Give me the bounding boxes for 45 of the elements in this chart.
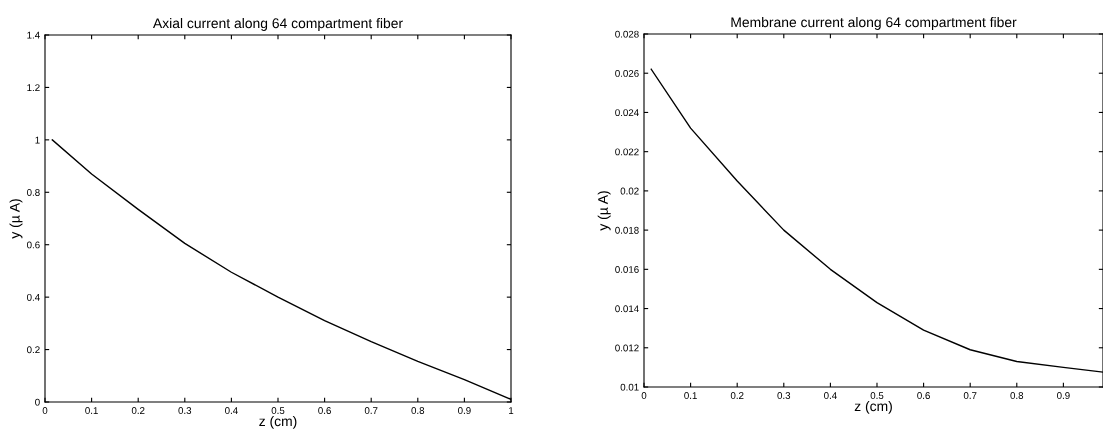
y-tick-label: 0.4 [27,293,40,301]
x-tick-label: 0.7 [963,392,977,399]
x-tick-label: 1 [509,407,514,414]
y-axis-title: y (µ A) [597,191,611,231]
y-tick-label: 1.4 [27,31,40,39]
y-tick-label: 0.014 [615,305,639,313]
x-tick-label: 0.5 [870,392,884,399]
x-tick-label: 0.9 [1057,392,1070,399]
y-tick-label: 0.02 [620,187,639,195]
y-tick-label: 0.022 [615,148,639,156]
x-tick-label: 0.7 [364,407,378,414]
x-tick-label: 0 [42,407,48,414]
x-tick-label: 0.4 [824,392,837,399]
y-tick-label: 0.016 [615,266,639,273]
x-axis-title: z (cm) [259,415,297,429]
y-tick-label: 0.012 [615,344,639,352]
x-tick-label: 0 [641,392,647,399]
y-tick-label: 0.6 [27,241,40,249]
y-axis-title: y (µ A) [9,199,23,239]
x-tick-label: 0.6 [917,392,930,399]
y-tick-label: 0.024 [615,109,639,117]
chart-title: Axial current along 64 compartment fiber [152,17,403,31]
x-tick-label: 0.2 [131,407,145,414]
x-tick-label: 0.5 [271,407,285,414]
x-tick-label: 0.8 [1010,392,1024,399]
y-tick-label: 0 [35,398,40,406]
y-tick-label: 0.018 [615,226,639,234]
x-tick-label: 0.8 [411,407,425,414]
x-tick-label: 0.1 [684,392,697,399]
y-tick-label: 1.2 [27,84,40,91]
x-tick-label: 0.6 [318,407,331,414]
y-tick-label: 1 [35,136,40,144]
y-tick-label: 0.2 [27,346,40,354]
x-tick-label: 0.4 [225,407,238,414]
y-tick-label: 0.8 [27,189,40,196]
x-tick-label: 0.2 [730,392,744,399]
y-tick-label: 0.028 [615,30,639,38]
x-tick-label: 0.1 [85,407,98,414]
x-axis-title: z (cm) [854,400,892,414]
x-tick-label: 0.3 [777,392,791,399]
y-tick-label: 0.01 [620,383,639,391]
y-tick-label: 0.026 [615,69,639,77]
chart-title: Membrane current along 64 compartment fiber [731,16,1017,30]
x-tick-label: 0.9 [458,407,471,414]
x-tick-label: 0.3 [178,407,192,414]
